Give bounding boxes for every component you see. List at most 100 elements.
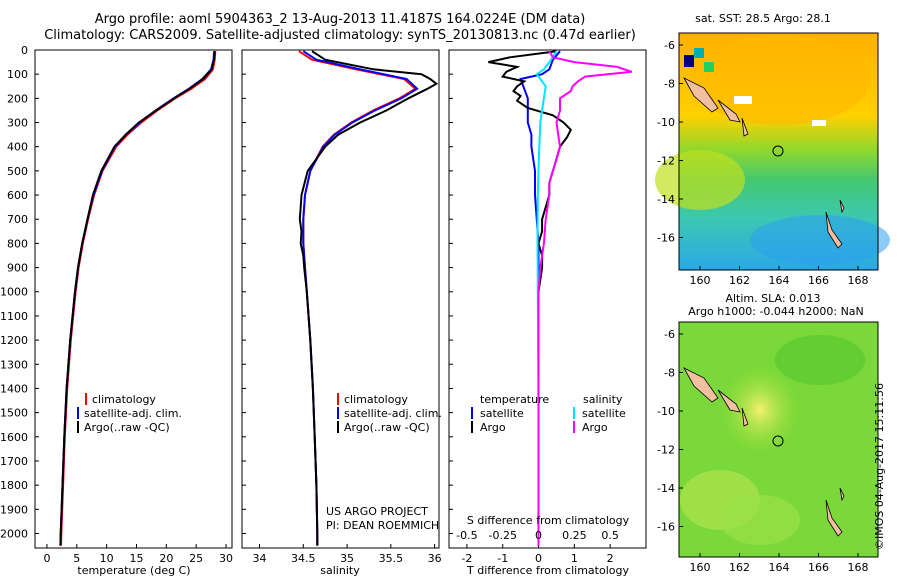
- temperature-plot: 0 5 10 15 20 25 30: [43, 51, 233, 565]
- lon-tick-label: 168: [848, 274, 869, 287]
- legend-argo: Argo(..raw -QC): [84, 421, 170, 434]
- x-tick-label: 30: [219, 552, 233, 565]
- legend-satellite-adj: satellite-adj. clim.: [344, 407, 442, 420]
- series-line-argo-raw-qc-: [298, 50, 439, 546]
- difference-axes: [448, 49, 647, 549]
- x-tick-label: -2: [461, 552, 472, 565]
- temperature-xlabel: temperature (deg C): [77, 564, 190, 577]
- s-difference-label: S difference from climatology: [467, 514, 630, 527]
- depth-tick-label: 1500: [0, 407, 28, 420]
- legend-t-satellite: satellite: [480, 407, 524, 420]
- x-tick-label: 36: [428, 552, 442, 565]
- legend-s-satellite: satellite: [582, 407, 626, 420]
- project-label: US ARGO PROJECT: [326, 505, 428, 518]
- depth-tick-label: 300: [7, 117, 28, 130]
- series-line-salinity-argo: [537, 50, 633, 546]
- credit-label: ©IMOS 04-Aug-2017 15:11:56: [873, 383, 886, 550]
- title-line1: Argo profile: aoml 5904363_2 13-Aug-2013…: [94, 12, 586, 27]
- sst-map-title: sat. SST: 28.5 Argo: 28.1: [695, 12, 831, 25]
- lat-tick-label: -8: [664, 78, 675, 91]
- lat-tick-label: -14: [657, 482, 675, 495]
- depth-tick-label: 700: [7, 213, 28, 226]
- depth-tick-label: 1700: [0, 455, 28, 468]
- difference-legend: temperature salinity satellite Argo sate…: [471, 393, 626, 434]
- legend-satellite-adj: satellite-adj. clim.: [84, 407, 182, 420]
- difference-plot: -2 -1 0 1 2 -0.5 -0.25 0 0.25 0.5: [456, 50, 633, 565]
- lon-tick-label: 164: [769, 274, 790, 287]
- x-tick-label: 10: [100, 552, 114, 565]
- x-tick-label: 35: [340, 552, 354, 565]
- depth-tick-label: 200: [7, 92, 28, 105]
- sst-map-axes: 160 162 164 166 168 -6 -8 -10 -12 -14 -16: [657, 39, 868, 287]
- legend-climatology: climatology: [92, 393, 156, 406]
- depth-tick-label: 1000: [0, 286, 28, 299]
- x-tick-label: 34.5: [291, 552, 316, 565]
- legend-climatology: climatology: [344, 393, 408, 406]
- lat-tick-label: -8: [664, 367, 675, 380]
- temperature-legend: climatology satellite-adj. clim. Argo(..…: [77, 393, 182, 434]
- lon-tick-label: 162: [729, 274, 750, 287]
- x-tick-label: 35.5: [379, 552, 404, 565]
- x-tick-label: -1: [497, 552, 508, 565]
- lat-tick-label: -12: [657, 444, 675, 457]
- legend-salinity-header: salinity: [583, 393, 623, 406]
- depth-axis: 0 100 200 300 400 500 600 700 800 900 1000 1100 1200…: [0, 44, 453, 540]
- depth-tick-label: 400: [7, 141, 28, 154]
- salinity-xlabel: salinity: [320, 564, 360, 577]
- x-tick-label: 1: [571, 552, 578, 565]
- depth-tick-label: 1600: [0, 431, 28, 444]
- series-line-climatology: [60, 51, 217, 546]
- depth-tick-label: 1800: [0, 479, 28, 492]
- depth-tick-label: 500: [7, 165, 28, 178]
- legend-t-argo: Argo: [480, 421, 506, 434]
- title-line2: Climatology: CARS2009. Satellite-adjuste…: [44, 28, 636, 43]
- depth-tick-label: 2000: [0, 527, 28, 540]
- s-tick-label: -0.5: [456, 529, 477, 542]
- depth-tick-label: 1400: [0, 382, 28, 395]
- legend-temperature-header: temperature: [480, 393, 549, 406]
- difference-xlabel: T difference from climatology: [466, 564, 629, 577]
- lat-tick-label: -16: [657, 521, 675, 534]
- x-tick-label: 0: [535, 552, 542, 565]
- lat-tick-label: -14: [657, 193, 675, 206]
- depth-tick-label: 600: [7, 189, 28, 202]
- temperature-axes: [34, 49, 233, 549]
- depth-tick-label: 0: [21, 44, 28, 57]
- sla-map-axes: 160 162 164 166 168 -6 -8 -10 -12 -14 -16: [657, 328, 868, 574]
- sst-map: [655, 32, 890, 271]
- salinity-plot: 34 34.5 35 35.5 36: [253, 50, 442, 565]
- lat-tick-label: -10: [657, 405, 675, 418]
- lon-tick-label: 160: [690, 274, 711, 287]
- sla-map-title2: Argo h1000: -0.044 h2000: NaN: [688, 305, 864, 318]
- x-tick-label: 5: [73, 552, 80, 565]
- figure-title: Argo profile: aoml 5904363_2 13-Aug-2013…: [40, 12, 640, 44]
- sst-cloud-patch: [684, 55, 694, 67]
- lat-tick-label: -16: [657, 232, 675, 245]
- lon-tick-label: 164: [769, 561, 790, 574]
- lat-tick-label: -6: [664, 39, 675, 52]
- x-tick-label: 2: [607, 552, 614, 565]
- lon-tick-label: 168: [848, 561, 869, 574]
- series-line-satellite-adj-clim-: [302, 50, 419, 546]
- depth-tick-label: 900: [7, 262, 28, 275]
- lat-tick-label: -12: [657, 155, 675, 168]
- sla-map-title1: Altim. SLA: 0.013: [725, 292, 820, 305]
- argo-location-marker: [772, 145, 784, 157]
- x-tick-label: 25: [189, 552, 203, 565]
- legend-s-argo: Argo: [582, 421, 608, 434]
- s-tick-label: -0.25: [488, 529, 516, 542]
- series-line-argo-raw-qc-: [59, 51, 216, 546]
- lat-tick-label: -10: [657, 116, 675, 129]
- x-tick-label: 20: [159, 552, 173, 565]
- lon-tick-label: 160: [690, 561, 711, 574]
- depth-tick-label: 800: [7, 237, 28, 250]
- lon-tick-label: 162: [729, 561, 750, 574]
- lon-tick-label: 166: [808, 561, 829, 574]
- s-tick-label: 0.25: [562, 529, 587, 542]
- lon-tick-label: 166: [808, 274, 829, 287]
- x-tick-label: 34: [253, 552, 267, 565]
- depth-tick-label: 1100: [0, 310, 28, 323]
- s-tick-label: 0.5: [601, 529, 619, 542]
